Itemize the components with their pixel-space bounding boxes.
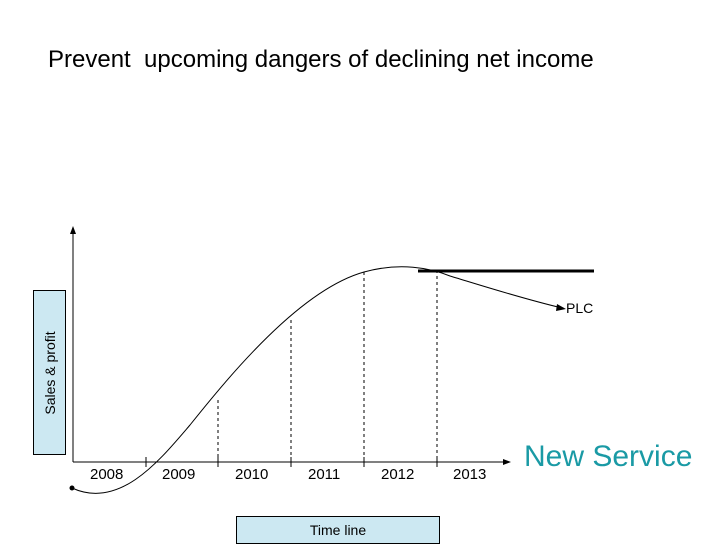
new-service-callout: New Service xyxy=(524,440,693,473)
y-axis-label: Sales & profit xyxy=(41,330,58,415)
x-axis-label: Time line xyxy=(309,522,367,538)
y-axis-arrowhead xyxy=(70,226,76,234)
plc-curve xyxy=(71,266,563,494)
year-label: 2013 xyxy=(453,466,487,483)
x-axis-label-box: Time line xyxy=(236,516,440,544)
curve-start-dot xyxy=(69,485,75,491)
y-axis-label-box: Sales & profit xyxy=(33,290,66,455)
year-label: 2011 xyxy=(308,466,341,483)
year-label: 2008 xyxy=(90,466,124,483)
year-label: 2009 xyxy=(162,466,196,483)
plc-label: PLC xyxy=(566,300,594,316)
curve-arrowhead xyxy=(556,304,566,311)
x-axis-arrowhead xyxy=(503,459,511,465)
year-label: 2012 xyxy=(381,466,415,483)
year-label: 2010 xyxy=(235,466,269,483)
slide-title: Prevent upcoming dangers of declining ne… xyxy=(48,46,594,73)
